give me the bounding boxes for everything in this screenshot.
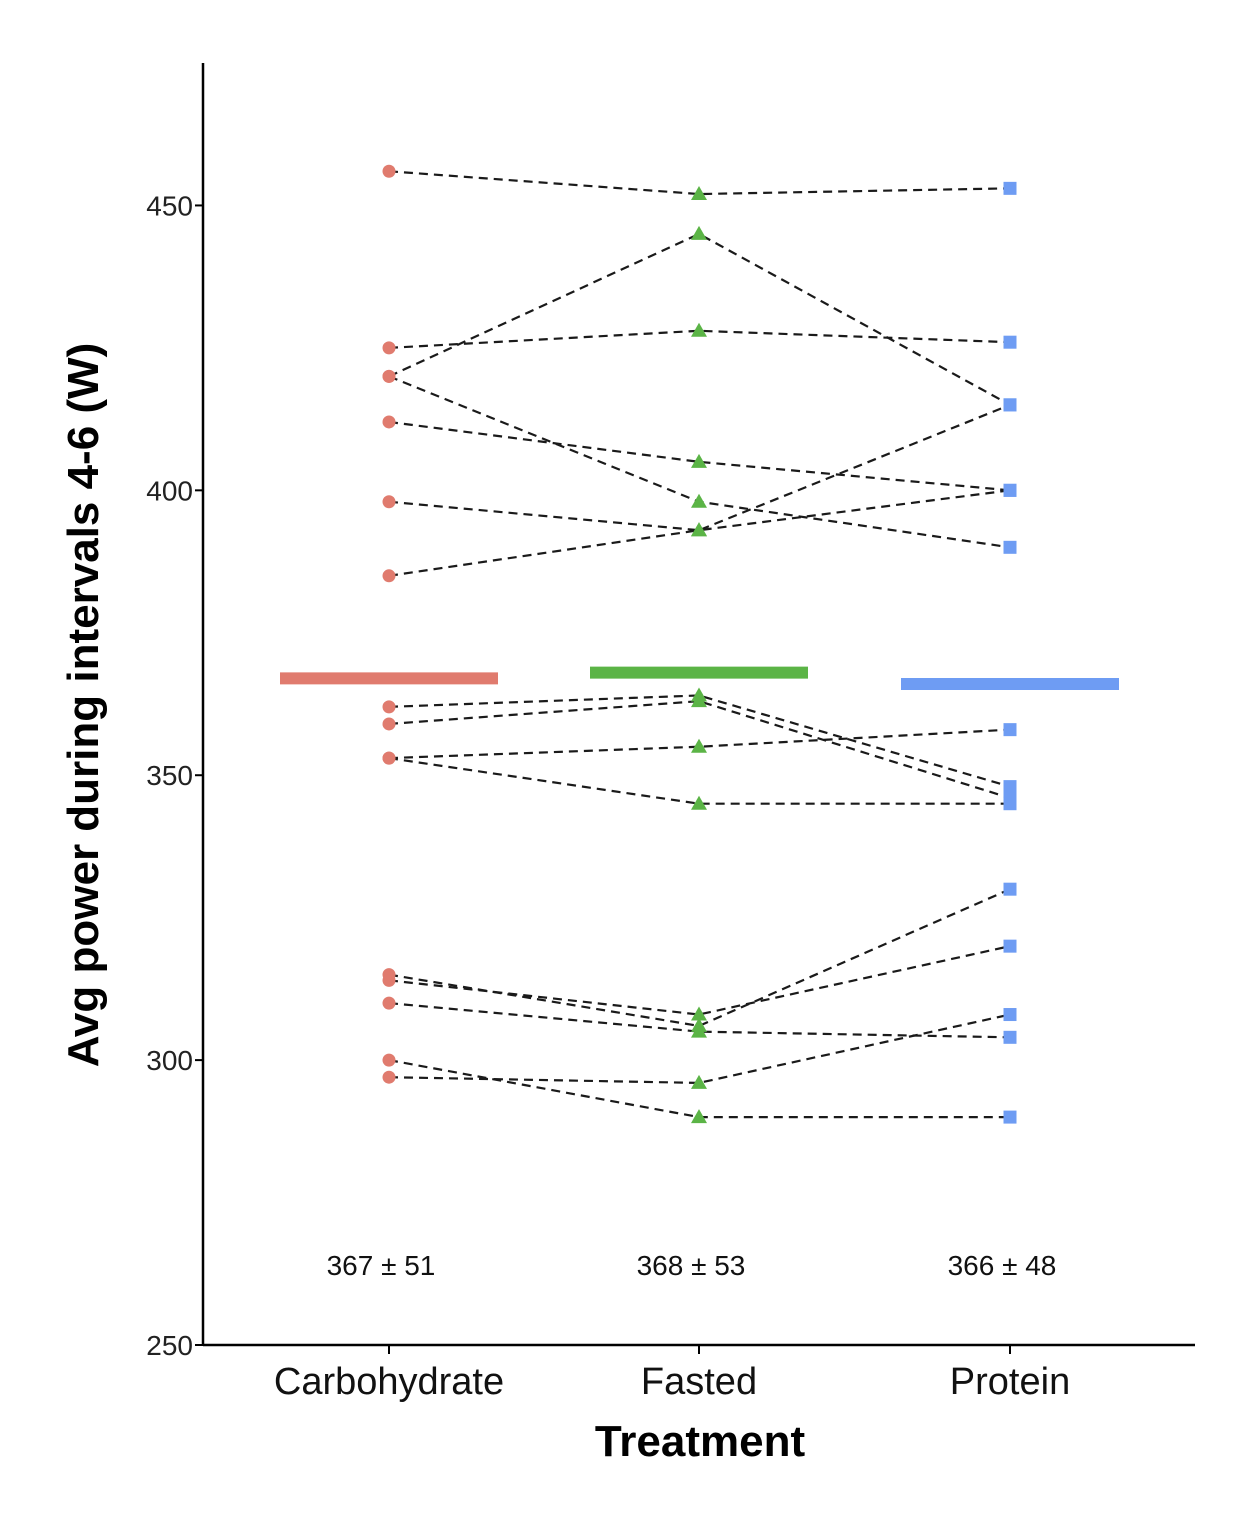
axes: 250 300 350 400 450 Carbohydrate Fasted Protein	[146, 63, 1195, 1403]
point-square	[1003, 483, 1017, 497]
point-square	[1003, 540, 1017, 554]
participant-line	[388, 888, 1011, 1028]
point-square	[1003, 1030, 1017, 1044]
x-tick-label: Fasted	[641, 1361, 757, 1403]
point-square	[1003, 723, 1017, 737]
point-circle	[382, 569, 396, 583]
point-circle	[382, 996, 396, 1010]
point-square	[1003, 780, 1017, 794]
point-square	[1003, 335, 1017, 349]
point-circle	[382, 700, 396, 714]
point-square	[1003, 791, 1017, 805]
x-tick-label: Protein	[950, 1361, 1070, 1403]
point-circle	[382, 1070, 396, 1084]
summary-label-fasted: 368 ± 53	[637, 1250, 746, 1281]
point-triangle	[691, 693, 707, 708]
point-square	[1003, 398, 1017, 412]
point-square	[1003, 882, 1017, 896]
point-triangle	[691, 1109, 707, 1124]
point-circle	[382, 164, 396, 178]
participant-line	[388, 700, 1011, 800]
y-axis-title: Avg power during intervals 4-6 (W)	[59, 343, 108, 1067]
point-square	[1003, 1110, 1017, 1124]
points	[382, 164, 1017, 1124]
participant-line	[388, 728, 1011, 760]
participant-line	[388, 170, 1011, 196]
participant-line	[388, 403, 1011, 577]
summary-label-carbohydrate: 367 ± 51	[327, 1250, 436, 1281]
summary-label-protein: 366 ± 48	[948, 1250, 1057, 1281]
point-circle	[382, 341, 396, 355]
x-tick-label: Carbohydrate	[274, 1361, 504, 1403]
mean-bars	[280, 666, 1119, 691]
point-triangle	[691, 1023, 707, 1038]
y-tick-label: 300	[146, 1045, 193, 1076]
point-circle	[382, 751, 396, 765]
point-triangle	[691, 1006, 707, 1021]
y-tick-label: 350	[146, 760, 193, 791]
point-triangle	[691, 493, 707, 508]
point-circle	[382, 495, 396, 509]
participant-line	[388, 694, 1011, 788]
point-triangle	[691, 322, 707, 337]
point-square	[1003, 939, 1017, 953]
y-tick-label: 250	[146, 1330, 193, 1361]
participant-line	[388, 329, 1011, 349]
point-triangle	[691, 522, 707, 537]
participant-line	[388, 232, 1011, 406]
participant-line	[388, 945, 1011, 1016]
point-triangle	[691, 795, 707, 810]
pair-lines	[388, 170, 1011, 1119]
point-triangle	[691, 225, 707, 240]
point-circle	[382, 1053, 396, 1067]
labels: Treatment Avg power during intervals 4-6…	[59, 343, 1056, 1466]
point-circle	[382, 415, 396, 429]
point-circle	[382, 717, 396, 731]
point-square	[1003, 1008, 1017, 1022]
y-tick-label: 400	[146, 475, 193, 506]
point-circle	[382, 973, 396, 987]
participant-line	[388, 1002, 1011, 1039]
y-tick-label: 450	[146, 190, 193, 221]
point-triangle	[691, 453, 707, 468]
point-circle	[382, 369, 396, 383]
x-axis-title: Treatment	[595, 1417, 806, 1466]
point-triangle	[691, 1074, 707, 1089]
point-square	[1003, 181, 1017, 195]
point-triangle	[691, 738, 707, 753]
point-triangle	[691, 186, 707, 201]
